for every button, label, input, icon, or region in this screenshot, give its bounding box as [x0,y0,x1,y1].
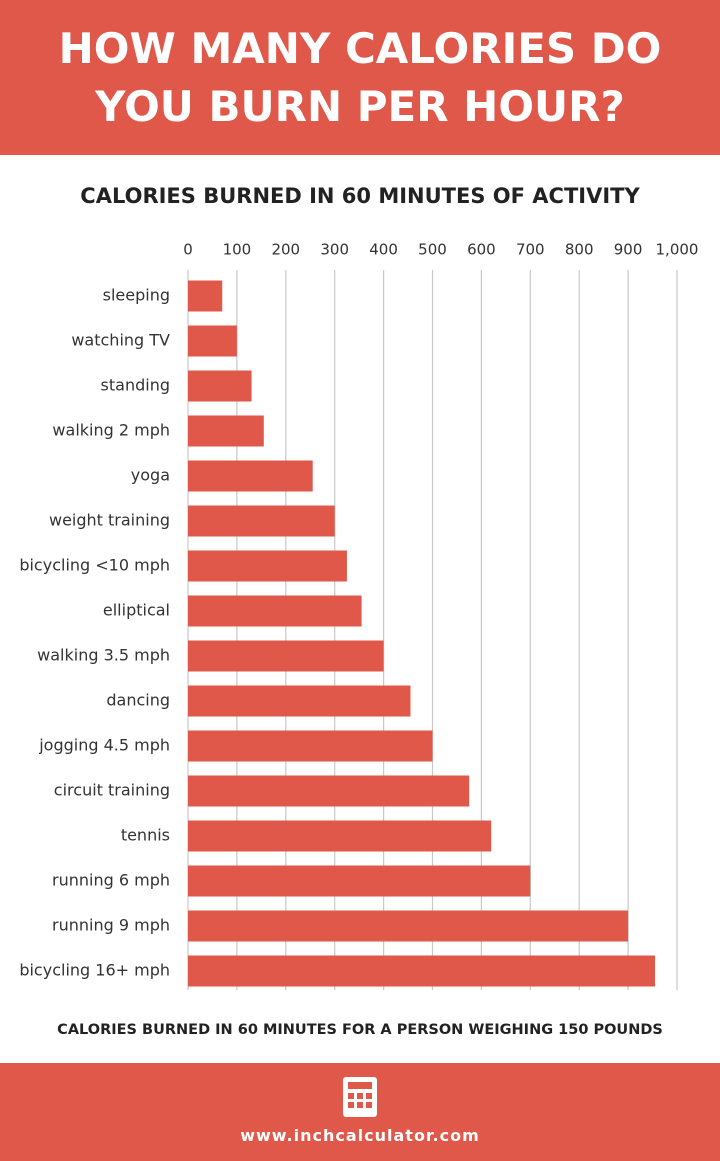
y-tick-label: walking 3.5 mph [37,646,170,665]
y-tick-label: bicycling 16+ mph [19,961,170,980]
site-url: www.inchcalculator.com [240,1126,480,1145]
bar [188,325,237,357]
y-tick-label: running 6 mph [52,871,170,890]
bar [188,370,252,402]
y-tick-label: yoga [131,466,170,485]
x-tick-label: 300 [320,241,349,259]
bar [188,685,411,717]
y-tick-label: bicycling <10 mph [19,556,170,575]
calculator-icon [343,1077,377,1117]
bar [188,865,531,897]
x-tick-label: 100 [223,241,252,259]
bar [188,280,223,312]
y-tick-label: watching TV [71,331,170,350]
footer: www.inchcalculator.com [0,1063,720,1161]
bar [188,460,313,492]
x-tick-label: 200 [271,241,300,259]
bar [188,955,655,987]
y-tick-label: tennis [121,826,170,845]
page-title: HOW MANY CALORIES DO YOU BURN PER HOUR? [58,23,662,131]
x-tick-label: 1,000 [656,241,699,259]
bar [188,910,629,942]
chart: CALORIES BURNED IN 60 MINUTES OF ACTIVIT… [19,184,699,1038]
x-tick-label: 900 [614,241,643,259]
y-tick-label: dancing [106,691,170,710]
bar [188,730,433,762]
x-tick-label: 600 [467,241,496,259]
bar [188,775,470,807]
bar [188,820,492,852]
y-tick-label: sleeping [103,286,170,305]
y-tick-label: running 9 mph [52,916,170,935]
chart-title: CALORIES BURNED IN 60 MINUTES OF ACTIVIT… [80,184,640,208]
y-tick-label: walking 2 mph [52,421,170,440]
y-tick-label: jogging 4.5 mph [38,736,170,755]
y-tick-label: standing [101,376,170,395]
y-tick-label: weight training [49,511,170,530]
x-tick-label: 0 [183,241,193,259]
y-tick-label: elliptical [103,601,170,620]
x-tick-label: 700 [516,241,545,259]
header: HOW MANY CALORIES DO YOU BURN PER HOUR? [0,0,720,155]
x-axis-label: CALORIES BURNED IN 60 MINUTES FOR A PERS… [57,1022,663,1038]
bar [188,595,362,627]
x-tick-label: 800 [565,241,594,259]
y-tick-label: circuit training [54,781,170,800]
bar [188,550,347,582]
bar [188,415,264,447]
bar [188,640,384,672]
x-tick-label: 500 [418,241,447,259]
bar [188,505,335,537]
x-tick-label: 400 [369,241,398,259]
